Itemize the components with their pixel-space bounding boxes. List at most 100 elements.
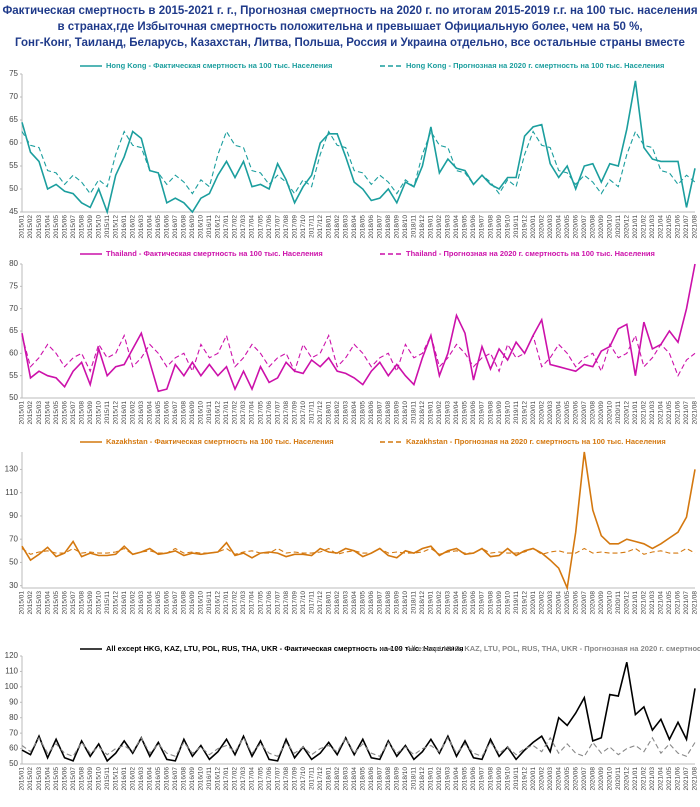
- x-tick-label: 2016/12: [215, 591, 222, 615]
- x-tick-label: 2020/11: [615, 767, 622, 790]
- x-tick-label: 2017/06: [266, 215, 273, 239]
- x-tick-label: 2020/09: [598, 401, 605, 425]
- x-tick-label: 2017/03: [240, 215, 247, 239]
- x-tick-label: 2019/07: [479, 767, 486, 791]
- series-line: [21, 80, 696, 215]
- x-tick-label: 2020/04: [555, 401, 562, 425]
- series-line: [21, 263, 696, 393]
- x-tick-label: 2017/01: [223, 591, 230, 615]
- x-tick-label: 2017/05: [257, 591, 264, 615]
- x-tick-label: 2021/04: [658, 591, 665, 615]
- y-tick-label: 90: [9, 511, 18, 520]
- x-tick-label: 2020/09: [598, 767, 605, 791]
- x-tick-label: 2018/06: [368, 401, 375, 425]
- y-tick-label: 100: [5, 682, 19, 691]
- x-tick-label: 2017/02: [232, 401, 239, 425]
- x-tick-label: 2021/04: [658, 767, 665, 791]
- x-tick-label: 2020/04: [555, 215, 562, 239]
- x-tick-label: 2019/10: [504, 215, 511, 239]
- x-tick-label: 2019/05: [462, 401, 469, 425]
- x-tick-label: 2019/01: [428, 591, 435, 615]
- x-tick-label: 2016/05: [155, 591, 162, 615]
- x-tick-label: 2019/08: [487, 591, 494, 615]
- x-tick-label: 2017/10: [300, 401, 307, 425]
- x-tick-label: 2015/10: [95, 215, 102, 239]
- x-tick-label: 2015/03: [36, 401, 43, 425]
- x-tick-label: 2019/05: [462, 767, 469, 791]
- x-tick-label: 2017/02: [232, 767, 239, 791]
- x-tick-label: 2020/08: [589, 591, 596, 615]
- x-tick-label: 2016/12: [215, 401, 222, 425]
- x-tick-label: 2015/05: [53, 401, 60, 425]
- x-tick-label: 2017/07: [274, 767, 281, 791]
- x-tick-label: 2020/01: [530, 401, 537, 425]
- x-tick-label: 2018/11: [411, 591, 418, 614]
- x-tick-label: 2015/12: [112, 591, 119, 615]
- x-tick-label: 2016/08: [181, 767, 188, 791]
- x-tick-label: 2021/08: [692, 215, 699, 239]
- x-tick-label: 2021/07: [683, 767, 690, 791]
- x-tick-label: 2019/07: [479, 401, 486, 425]
- x-tick-label: 2018/01: [325, 215, 332, 239]
- x-tick-label: 2020/02: [538, 767, 545, 791]
- x-tick-label: 2016/12: [215, 215, 222, 239]
- x-tick-label: 2020/06: [572, 767, 579, 791]
- x-tick-label: 2019/10: [504, 767, 511, 791]
- series-line: [21, 662, 696, 763]
- x-tick-label: 2016/03: [138, 591, 145, 615]
- x-tick-label: 2018/09: [394, 401, 401, 425]
- x-tick-label: 2020/06: [572, 401, 579, 425]
- x-tick-label: 2016/04: [147, 401, 154, 425]
- x-tick-label: 2017/09: [291, 591, 298, 615]
- x-tick-label: 2016/01: [121, 215, 128, 239]
- legend-label: Hong Kong - Фактическая смертность на 10…: [106, 61, 332, 70]
- x-tick-label: 2018/06: [368, 767, 375, 791]
- y-tick-label: 60: [9, 744, 18, 753]
- y-tick-label: 80: [9, 259, 18, 268]
- x-tick-label: 2018/11: [411, 767, 418, 790]
- x-tick-label: 2016/07: [172, 215, 179, 239]
- x-tick-label: 2020/05: [564, 767, 571, 791]
- x-tick-label: 2020/10: [607, 591, 614, 615]
- x-tick-label: 2018/04: [351, 767, 358, 791]
- y-tick-label: 55: [9, 371, 18, 380]
- x-tick-label: 2016/01: [121, 401, 128, 425]
- x-tick-label: 2020/07: [581, 401, 588, 425]
- y-tick-label: 30: [9, 581, 18, 590]
- x-tick-label: 2021/03: [649, 591, 656, 615]
- x-tick-label: 2019/04: [453, 401, 460, 425]
- x-tick-label: 2017/06: [266, 401, 273, 425]
- y-tick-label: 110: [5, 667, 18, 676]
- x-tick-label: 2019/12: [521, 215, 528, 239]
- legend-label: Kazakhstan - Прогнозная на 2020 г. смерт…: [406, 437, 666, 446]
- y-tick-label: 70: [9, 92, 18, 101]
- x-tick-label: 2016/01: [121, 767, 128, 791]
- x-tick-label: 2017/01: [223, 215, 230, 239]
- x-tick-label: 2020/03: [547, 401, 554, 425]
- legend-label: All except HKG, KAZ, LTU, POL, RUS, THA,…: [406, 644, 700, 653]
- title-line: Фактическая смертность в 2015-2021 г. г.…: [2, 5, 697, 17]
- x-tick-label: 2020/08: [589, 401, 596, 425]
- x-tick-label: 2021/08: [692, 401, 699, 425]
- x-tick-label: 2020/10: [607, 401, 614, 425]
- x-tick-label: 2016/04: [147, 767, 154, 791]
- x-tick-label: 2015/11: [104, 767, 111, 790]
- x-tick-label: 2017/12: [317, 591, 324, 615]
- x-tick-label: 2019/10: [504, 401, 511, 425]
- x-tick-label: 2019/09: [496, 591, 503, 615]
- x-tick-label: 2017/10: [300, 215, 307, 239]
- x-tick-label: 2015/07: [70, 591, 77, 615]
- x-tick-label: 2017/04: [249, 591, 256, 615]
- y-tick-label: 50: [9, 184, 18, 193]
- x-tick-label: 2017/08: [283, 767, 290, 791]
- y-tick-label: 65: [9, 115, 18, 124]
- x-tick-label: 2018/02: [334, 401, 341, 425]
- x-tick-label: 2019/04: [453, 591, 460, 615]
- x-tick-label: 2020/07: [581, 767, 588, 791]
- y-tick-label: 50: [9, 558, 18, 567]
- x-tick-label: 2015/03: [36, 215, 43, 239]
- x-tick-label: 2016/04: [147, 591, 154, 615]
- legend-label: Hong Kong - Прогнозная на 2020 г. смертн…: [406, 61, 664, 70]
- x-tick-label: 2018/09: [394, 591, 401, 615]
- x-tick-label: 2017/08: [283, 401, 290, 425]
